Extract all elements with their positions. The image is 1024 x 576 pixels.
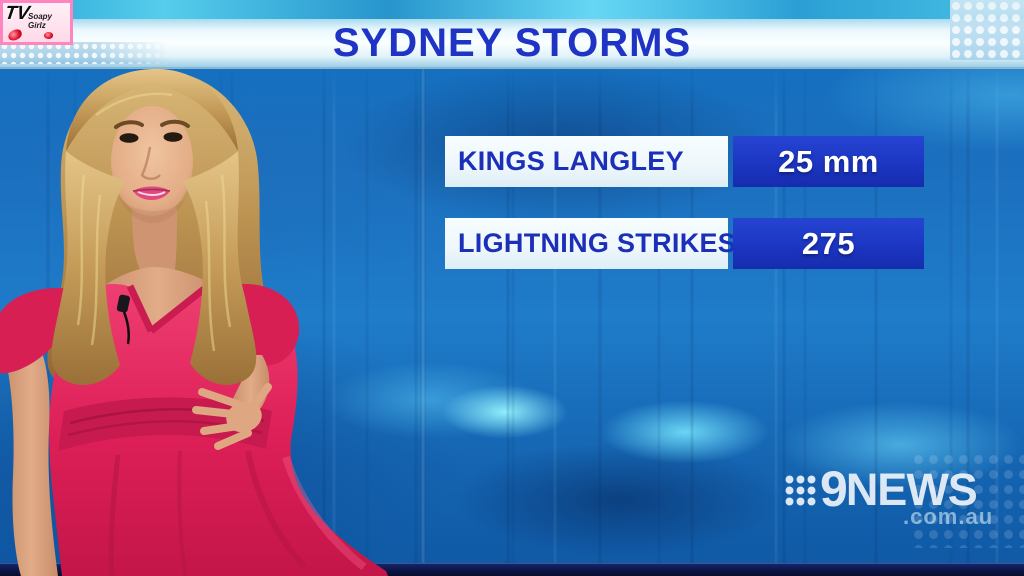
dot-grid-left-icon	[0, 42, 170, 64]
watermark-brand-text: Soapy Girlz	[28, 12, 53, 30]
stat-label-box: KINGS LANGLEY	[445, 136, 728, 187]
nine-glyph: 9	[820, 461, 848, 517]
stat-value-box: 275	[733, 218, 924, 269]
stat-label: LIGHTNING STRIKES	[458, 228, 737, 258]
studio-floor-band	[0, 563, 1024, 576]
nine-news-domain: .com.au	[903, 504, 994, 529]
rose-icon	[43, 31, 54, 40]
nine-news-logo: 9 NEWS .com.au	[783, 452, 1024, 562]
watermark-tv-text: TV	[3, 3, 31, 24]
stat-row-rainfall: KINGS LANGLEY 25 mm	[445, 136, 924, 187]
stat-value: 275	[801, 225, 856, 261]
banner-top-strip	[0, 0, 1024, 19]
video-wall-seam	[420, 68, 426, 568]
watermark-logo: TV Soapy Girlz	[0, 0, 73, 45]
page-title: SYDNEY STORMS	[332, 21, 692, 65]
title-banner: SYDNEY STORMS	[0, 19, 1024, 69]
news-wordmark: NEWS	[845, 463, 978, 515]
nine-dots-icon	[783, 472, 816, 506]
stat-label-box: LIGHTNING STRIKES	[445, 218, 736, 269]
stat-label: KINGS LANGLEY	[458, 146, 684, 176]
rose-icon	[6, 28, 24, 42]
stat-value-box: 25 mm	[733, 136, 924, 187]
dot-grid-corner-icon	[950, 0, 1024, 60]
dot-grid-icon	[911, 452, 1024, 548]
nine-news-wordmark: 9 NEWS	[783, 461, 978, 517]
stat-row-lightning: LIGHTNING STRIKES 275	[445, 218, 924, 269]
stat-value: 25 mm	[778, 143, 879, 179]
